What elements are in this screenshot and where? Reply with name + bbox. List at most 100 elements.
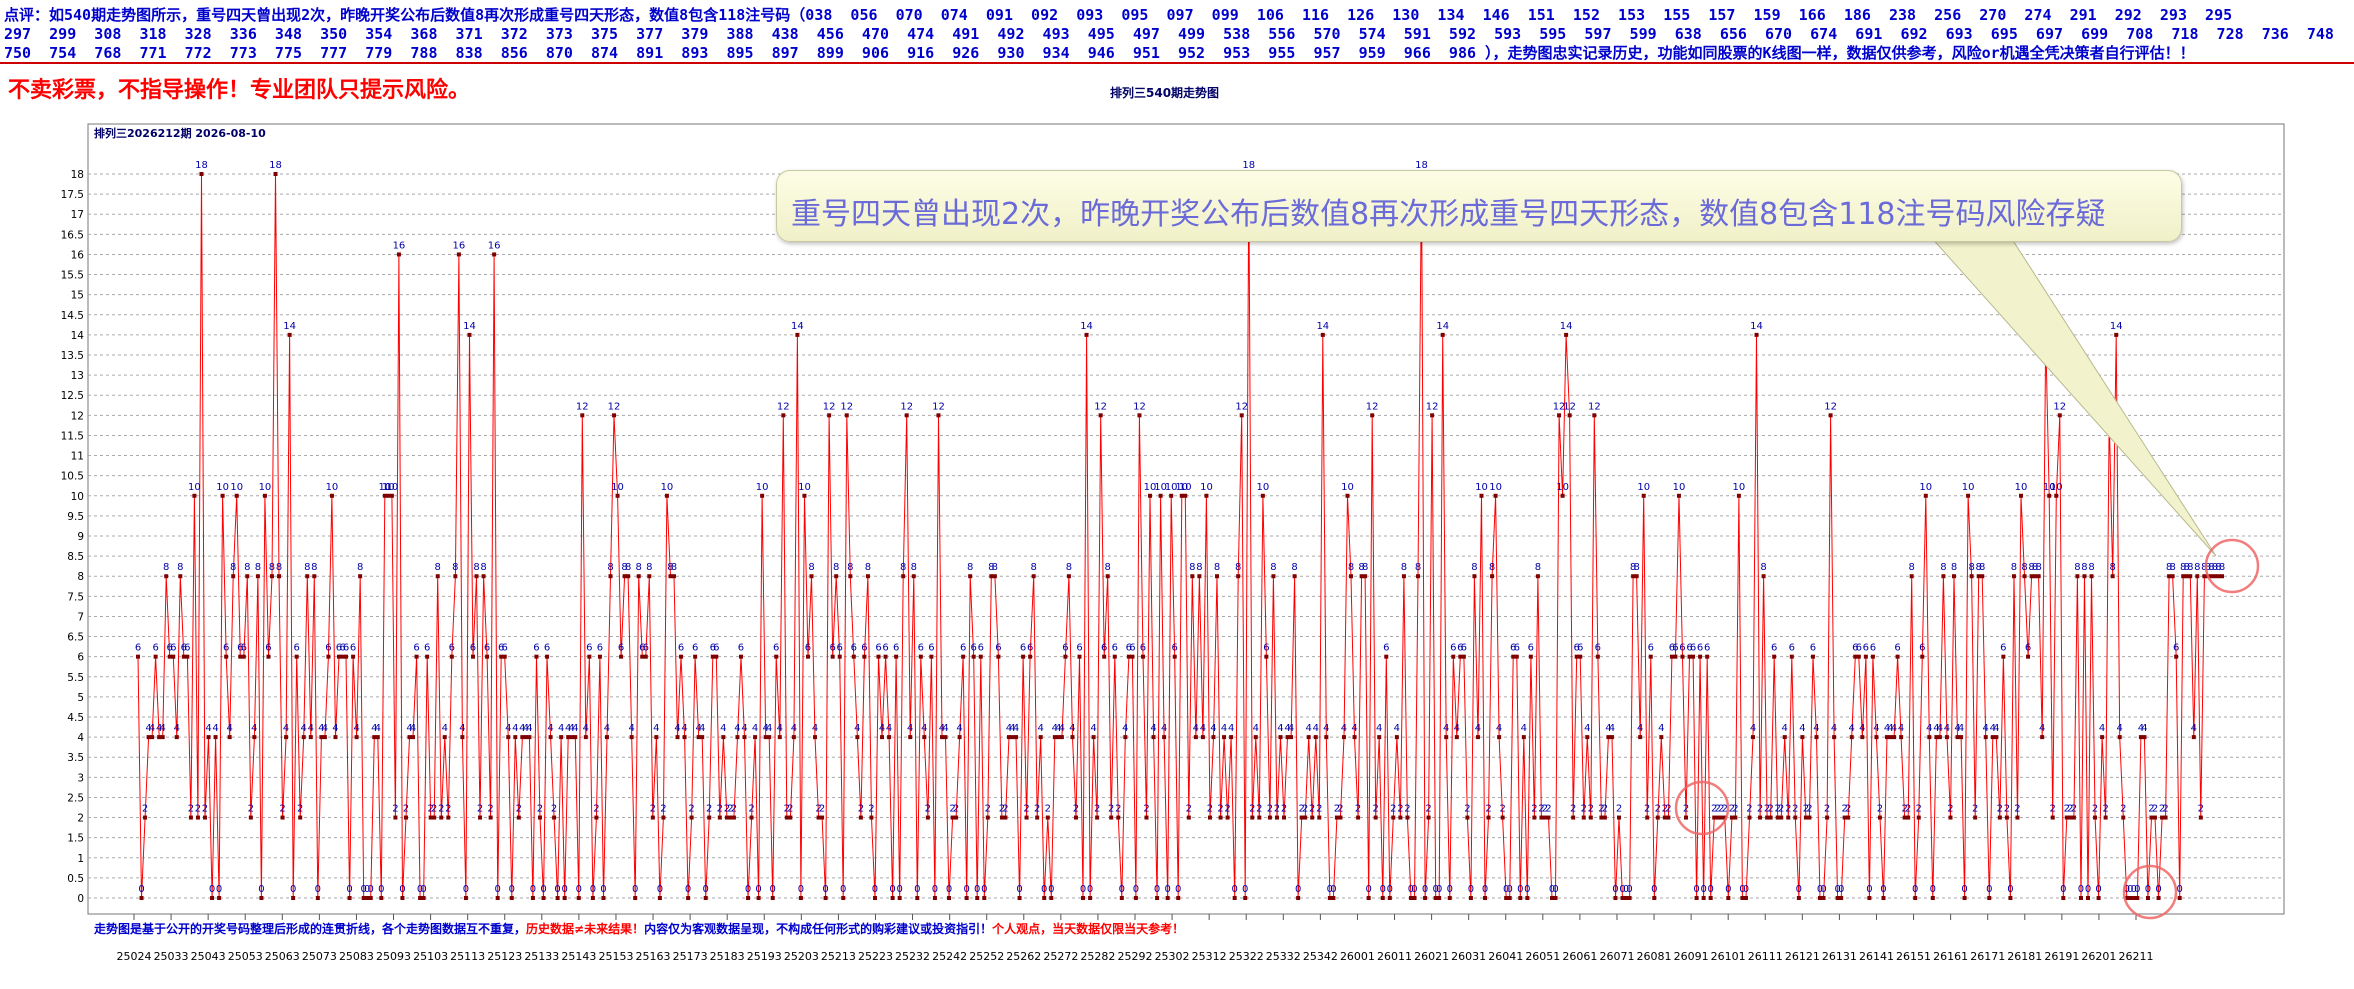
data-point	[1112, 654, 1117, 659]
data-label: 6	[1595, 643, 1601, 654]
x-tick-label: 25242	[932, 950, 967, 963]
y-tick-label: 10.5	[61, 471, 84, 483]
data-point	[396, 252, 401, 257]
data-point	[2036, 574, 2041, 579]
data-point	[573, 735, 578, 740]
data-label: 6	[470, 643, 476, 654]
data-label: 0	[1708, 884, 1714, 895]
data-point	[738, 654, 743, 659]
data-point	[2117, 735, 2122, 740]
x-tick-label: 25232	[895, 950, 930, 963]
data-label: 2	[2102, 804, 2108, 815]
data-label: 8	[2081, 562, 2087, 573]
data-label: 6	[1172, 643, 1178, 654]
data-label: 2	[202, 804, 208, 815]
data-label: 4	[1849, 723, 1855, 734]
slogan: 不卖彩票，不指导操作！专业团队只提示风险。	[8, 77, 471, 103]
data-label: 10	[188, 482, 201, 493]
data-point	[1215, 574, 1220, 579]
data-point	[393, 815, 398, 820]
data-point	[1338, 815, 1343, 820]
data-point	[1676, 493, 1681, 498]
data-label: 6	[237, 643, 243, 654]
data-point	[1539, 815, 1544, 820]
data-label: 0	[1380, 884, 1386, 895]
x-axis-ticks: 25024 25033 25043 25053 25063 25073 25083 25093…	[117, 914, 2154, 963]
x-tick-label: 25292	[1118, 950, 1153, 963]
x-tick-label: 25223	[858, 950, 893, 963]
data-point	[939, 735, 944, 740]
data-point	[604, 735, 609, 740]
data-point	[901, 574, 906, 579]
data-point	[202, 815, 207, 820]
x-tick-label: 25272	[1043, 950, 1078, 963]
data-label: 6	[971, 643, 977, 654]
y-tick-label: 4	[77, 732, 84, 744]
data-label: 6	[533, 643, 539, 654]
data-point	[1468, 896, 1473, 900]
data-label: 8	[900, 562, 906, 573]
data-label: 4	[523, 723, 529, 734]
data-label: 8	[808, 562, 814, 573]
data-label: 2	[392, 804, 398, 815]
data-label: 2	[1267, 804, 1273, 815]
data-point	[1070, 735, 1075, 740]
data-label: 6	[851, 643, 857, 654]
data-point	[1997, 815, 2002, 820]
data-labels: 6024464486648662102182404010648106682480…	[135, 160, 2225, 895]
divider	[0, 62, 2354, 64]
data-label: 10	[1341, 482, 1354, 493]
data-point	[576, 896, 581, 900]
data-point	[1197, 574, 1202, 579]
data-point	[2138, 735, 2143, 740]
data-label: 0	[576, 884, 582, 895]
data-label: 4	[1341, 723, 1347, 734]
data-point	[1525, 896, 1530, 900]
data-point	[1768, 815, 1773, 820]
data-label: 8	[276, 562, 282, 573]
data-label: 6	[1919, 643, 1925, 654]
data-point	[1856, 654, 1861, 659]
data-point	[382, 493, 387, 498]
x-tick-label: 26141	[1859, 950, 1894, 963]
data-point	[1810, 654, 1815, 659]
data-label: 6	[1062, 643, 1068, 654]
data-point	[1377, 735, 1382, 740]
data-point	[1169, 493, 1174, 498]
data-point	[1363, 574, 1368, 579]
data-label: 4	[720, 723, 726, 734]
data-point	[555, 896, 560, 900]
data-point	[1708, 896, 1713, 900]
data-point	[982, 896, 987, 900]
data-point	[763, 735, 768, 740]
data-label: 0	[2145, 884, 2151, 895]
data-label: 6	[713, 643, 719, 654]
data-point	[347, 896, 352, 900]
data-label: 8	[2169, 562, 2175, 573]
data-label: 2	[1877, 804, 1883, 815]
data-label: 2	[1655, 804, 1661, 815]
x-tick-label: 26031	[1451, 950, 1486, 963]
data-point	[2029, 574, 2034, 579]
data-label: 4	[145, 723, 151, 734]
data-label: 2	[1309, 804, 1315, 815]
data-label: 0	[530, 884, 536, 895]
data-point	[1895, 654, 1900, 659]
data-point	[358, 574, 363, 579]
data-point	[326, 654, 331, 659]
data-label: 6	[184, 643, 190, 654]
data-label: 6	[1697, 643, 1703, 654]
highlight-circle-0	[2122, 864, 2178, 920]
data-point	[354, 735, 359, 740]
data-point	[883, 654, 888, 659]
data-label: 4	[308, 723, 314, 734]
data-label: 0	[840, 884, 846, 895]
x-tick-label: 25173	[673, 950, 708, 963]
data-label: 18	[269, 160, 282, 171]
data-label: 2	[1108, 804, 1114, 815]
data-point	[721, 735, 726, 740]
data-point	[1091, 735, 1096, 740]
data-point	[1176, 896, 1181, 900]
data-point	[1571, 815, 1576, 820]
data-point	[446, 815, 451, 820]
